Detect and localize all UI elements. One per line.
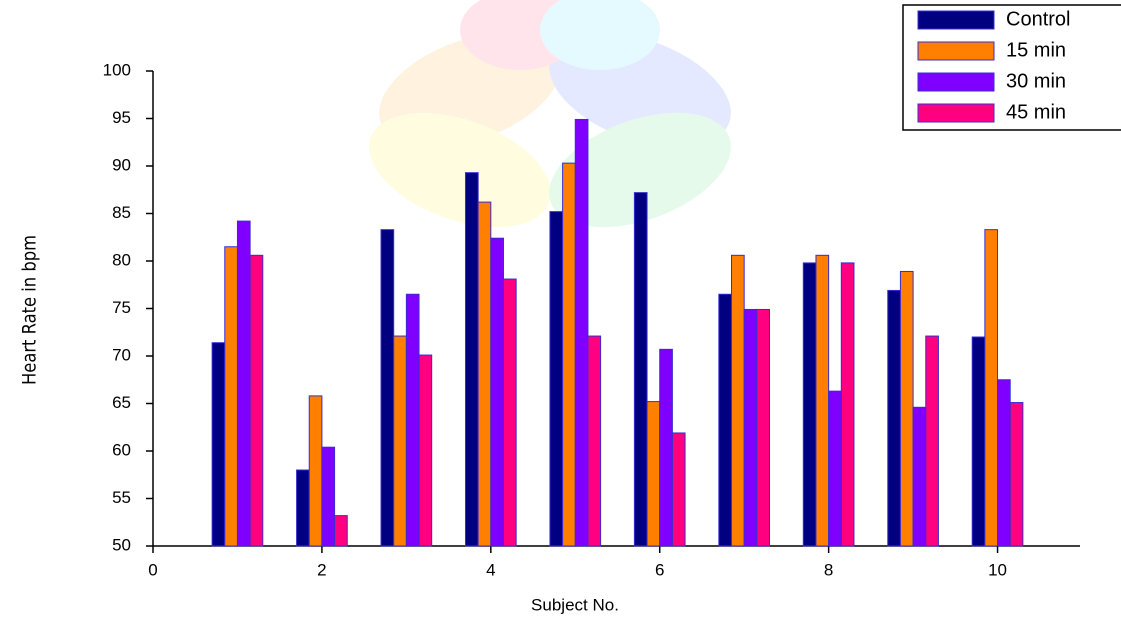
y-tick-label: 50	[112, 535, 131, 554]
bar	[840, 262, 855, 547]
bar	[211, 342, 226, 547]
bar	[1009, 402, 1024, 547]
x-tick-label: 2	[317, 560, 326, 579]
bar	[802, 262, 817, 547]
bar	[671, 432, 686, 547]
x-tick-label: 4	[486, 560, 495, 579]
bar	[997, 379, 1011, 547]
bar	[815, 254, 830, 547]
y-tick-label: 95	[112, 108, 131, 127]
bar	[224, 246, 238, 547]
legend-swatch	[917, 10, 995, 30]
x-tick-label: 8	[824, 560, 833, 579]
bar	[405, 293, 420, 547]
y-tick-label: 55	[112, 488, 131, 507]
bar	[971, 336, 986, 547]
legend-label: 15 min	[1006, 39, 1066, 61]
bar	[731, 254, 745, 547]
bar	[321, 446, 336, 547]
bar	[296, 469, 310, 547]
bar	[828, 390, 842, 547]
y-tick-label: 65	[112, 393, 131, 412]
x-axis-label: Subject No.	[531, 595, 619, 614]
bar	[490, 237, 504, 547]
y-tick-label: 90	[112, 155, 131, 174]
bar	[249, 254, 264, 547]
bar	[393, 335, 407, 547]
bar	[464, 172, 479, 547]
legend-swatch	[917, 41, 995, 61]
x-tick-label: 10	[988, 560, 1007, 579]
y-tick-label: 100	[103, 60, 131, 79]
bar	[887, 289, 901, 547]
bar	[899, 270, 914, 547]
bar	[334, 515, 348, 547]
bar	[633, 192, 648, 547]
bar	[418, 354, 433, 547]
bar	[549, 211, 564, 547]
bar	[477, 201, 492, 547]
bar	[912, 406, 927, 547]
bar	[659, 348, 673, 547]
bar	[718, 293, 733, 547]
bar	[380, 229, 395, 547]
y-axis-label: Heart Rate in bpm	[19, 235, 41, 385]
legend-label: Control	[1006, 8, 1070, 30]
x-tick-label: 6	[655, 560, 664, 579]
y-tick-label: 70	[112, 345, 131, 364]
bar	[574, 118, 589, 547]
y-tick-label: 60	[112, 440, 131, 459]
y-tick-label: 85	[112, 203, 131, 222]
x-tick-label: 0	[148, 560, 157, 579]
bar	[562, 162, 576, 547]
bar	[756, 308, 771, 547]
y-tick-label: 80	[112, 250, 131, 269]
bar	[925, 335, 939, 547]
bar	[236, 220, 251, 547]
bar	[308, 395, 323, 547]
bar	[646, 401, 661, 547]
bar	[502, 278, 517, 547]
bar	[587, 335, 602, 547]
legend-label: 45 min	[1006, 101, 1066, 123]
legend-swatch	[917, 72, 995, 92]
bar	[984, 229, 999, 547]
legend-swatch	[917, 103, 995, 123]
legend-label: 30 min	[1006, 70, 1066, 92]
y-tick-label: 75	[112, 298, 131, 317]
watermark	[369, 0, 731, 228]
bar	[743, 308, 758, 547]
